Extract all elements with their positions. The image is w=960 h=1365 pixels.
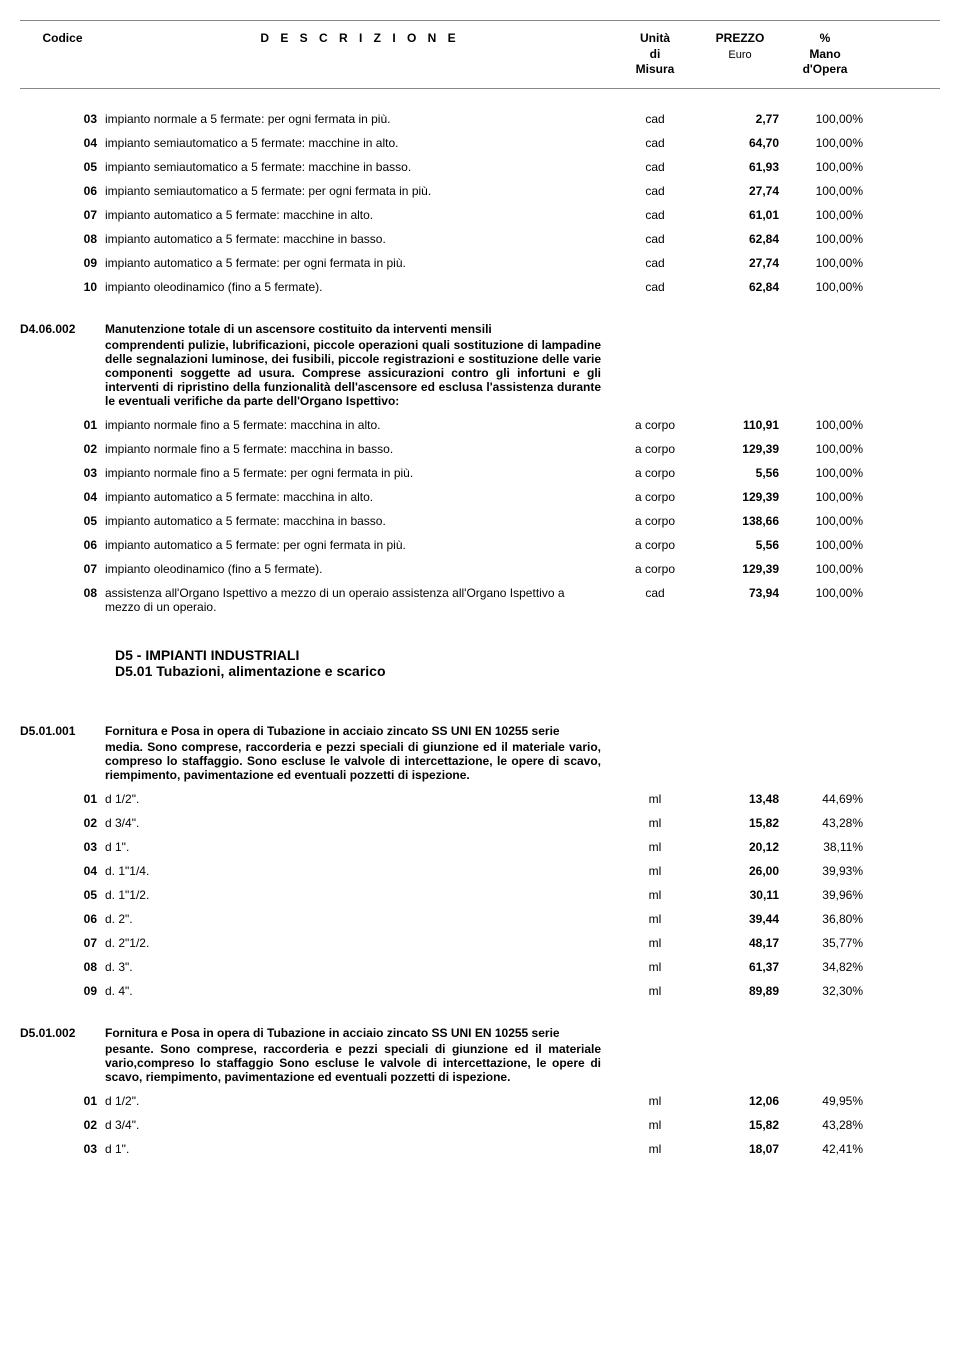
col-labor: % Mano d'Opera <box>785 31 865 78</box>
group-b: 01impianto normale fino a 5 fermate: mac… <box>20 413 940 619</box>
group-d-heading: D5.01.002 Fornitura e Posa in opera di T… <box>20 1021 940 1089</box>
table-row: 01d 1/2".ml12,0649,95% <box>20 1089 940 1113</box>
table-row: 09impianto automatico a 5 fermate: per o… <box>20 251 940 275</box>
group-code: D4.06.002 <box>20 322 105 408</box>
group-desc: Fornitura e Posa in opera di Tubazione i… <box>105 1026 615 1084</box>
table-row: 08impianto automatico a 5 fermate: macch… <box>20 227 940 251</box>
table-row: 06impianto automatico a 5 fermate: per o… <box>20 533 940 557</box>
table-row: 02d 3/4".ml15,8243,28% <box>20 1113 940 1137</box>
table-row: 04impianto automatico a 5 fermate: macch… <box>20 485 940 509</box>
table-row: 07d. 2"1/2.ml48,1735,77% <box>20 931 940 955</box>
table-row: 05impianto semiautomatico a 5 fermate: m… <box>20 155 940 179</box>
table-row: 08assistenza all'Organo Ispettivo a mezz… <box>20 581 940 619</box>
col-code: Codice <box>20 31 105 78</box>
group-code: D5.01.001 <box>20 724 105 782</box>
table-row: 07impianto oleodinamico (fino a 5 fermat… <box>20 557 940 581</box>
group-desc: Fornitura e Posa in opera di Tubazione i… <box>105 724 615 782</box>
col-unit: Unità di Misura <box>615 31 695 78</box>
group-b-heading: D4.06.002 Manutenzione totale di un asce… <box>20 317 940 413</box>
table-row: 03d 1".ml20,1238,11% <box>20 835 940 859</box>
col-desc: D E S C R I Z I O N E <box>105 31 615 78</box>
table-row: 03d 1".ml18,0742,41% <box>20 1137 940 1161</box>
col-price: PREZZO Euro <box>695 31 785 78</box>
table-row: 01impianto normale fino a 5 fermate: mac… <box>20 413 940 437</box>
table-row: 07impianto automatico a 5 fermate: macch… <box>20 203 940 227</box>
group-c-heading: D5.01.001 Fornitura e Posa in opera di T… <box>20 719 940 787</box>
table-row: 01d 1/2".ml13,4844,69% <box>20 787 940 811</box>
table-row: 08d. 3".ml61,3734,82% <box>20 955 940 979</box>
table-row: 05impianto automatico a 5 fermate: macch… <box>20 509 940 533</box>
group-c: 01d 1/2".ml13,4844,69%02d 3/4".ml15,8243… <box>20 787 940 1003</box>
section-title: D5 - IMPIANTI INDUSTRIALI D5.01 Tubazion… <box>20 647 940 679</box>
section-line1: D5 - IMPIANTI INDUSTRIALI <box>115 647 940 663</box>
section-line2: D5.01 Tubazioni, alimentazione e scarico <box>115 663 940 679</box>
group-d: 01d 1/2".ml12,0649,95%02d 3/4".ml15,8243… <box>20 1089 940 1161</box>
table-row: 03impianto normale fino a 5 fermate: per… <box>20 461 940 485</box>
table-row: 09d. 4".ml89,8932,30% <box>20 979 940 1003</box>
table-row: 04d. 1"1/4.ml26,0039,93% <box>20 859 940 883</box>
group-a: 03impianto normale a 5 fermate: per ogni… <box>20 107 940 299</box>
table-row: 04impianto semiautomatico a 5 fermate: m… <box>20 131 940 155</box>
group-desc: Manutenzione totale di un ascensore cost… <box>105 322 615 408</box>
table-row: 03impianto normale a 5 fermate: per ogni… <box>20 107 940 131</box>
table-row: 10impianto oleodinamico (fino a 5 fermat… <box>20 275 940 299</box>
table-header: Codice D E S C R I Z I O N E Unità di Mi… <box>20 20 940 89</box>
table-row: 06d. 2".ml39,4436,80% <box>20 907 940 931</box>
table-row: 05d. 1"1/2.ml30,1139,96% <box>20 883 940 907</box>
group-code: D5.01.002 <box>20 1026 105 1084</box>
table-row: 06impianto semiautomatico a 5 fermate: p… <box>20 179 940 203</box>
table-row: 02impianto normale fino a 5 fermate: mac… <box>20 437 940 461</box>
table-row: 02d 3/4".ml15,8243,28% <box>20 811 940 835</box>
page: Codice D E S C R I Z I O N E Unità di Mi… <box>20 20 940 1161</box>
